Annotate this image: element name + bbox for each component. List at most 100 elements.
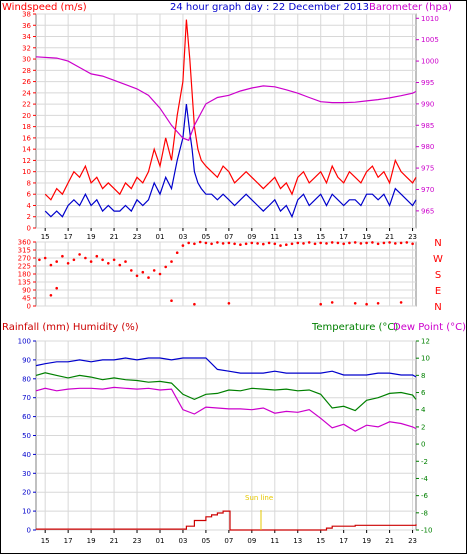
left-tick-label: 34 xyxy=(22,33,31,41)
left-tick-label: 100 xyxy=(18,338,31,346)
direction-point xyxy=(365,241,368,245)
direction-point xyxy=(55,260,58,263)
direction-point xyxy=(227,241,231,245)
panel-temp-left-ticks: 0 10 20 30 40 50 60 70 80 90 100 xyxy=(18,338,36,535)
direction-point xyxy=(262,242,265,246)
left-tick-label: 90 xyxy=(22,356,31,364)
direction-point xyxy=(84,256,87,260)
left-tick-label: 45 xyxy=(22,295,31,303)
barometer-axis-label: Barometer (hpa) xyxy=(369,2,452,13)
x-tick-label: 19 xyxy=(87,537,96,545)
compass-label: W xyxy=(433,254,443,265)
left-tick-label: 18 xyxy=(22,123,31,131)
right-tick-label: 12 xyxy=(421,338,430,346)
right-tick-label: 1005 xyxy=(421,36,439,44)
direction-point xyxy=(411,242,414,246)
x-tick-label: 21 xyxy=(385,537,394,545)
left-tick-label: 180 xyxy=(18,271,31,279)
x-tick-label: 13 xyxy=(293,537,302,545)
direction-point xyxy=(78,253,81,256)
direction-point xyxy=(49,263,53,267)
left-tick-label: 40 xyxy=(22,451,31,459)
left-tick-label: 0 xyxy=(27,225,31,233)
x-tick-label: 19 xyxy=(87,233,96,241)
direction-point xyxy=(279,244,282,247)
compass-label: N xyxy=(434,238,441,249)
x-tick-label: 11 xyxy=(270,233,279,241)
right-tick-label: 1010 xyxy=(421,15,439,23)
left-tick-label: 360 xyxy=(18,239,31,247)
right-tick-label: 0 xyxy=(421,441,425,449)
left-tick-label: 0 xyxy=(27,527,31,535)
direction-point xyxy=(399,241,403,245)
direction-point xyxy=(353,241,357,244)
direction-point xyxy=(193,242,196,246)
direction-point xyxy=(267,241,271,245)
direction-point xyxy=(175,251,179,254)
left-tick-label: 16 xyxy=(22,134,31,142)
x-tick-label: 03 xyxy=(178,233,187,241)
series-rainfall-line xyxy=(36,510,417,531)
x-tick-label: 13 xyxy=(293,233,302,241)
panel-wind-x-ticks: 15 17 19 21 23 01 03 05 07 09 11 13 15 17 19 21 23 xyxy=(41,228,417,241)
direction-point xyxy=(359,242,363,245)
right-tick-label: -8 xyxy=(421,509,428,517)
compass-label: E xyxy=(435,286,441,297)
right-tick-label: -10 xyxy=(421,527,432,535)
direction-point xyxy=(66,262,70,265)
x-tick-label: 21 xyxy=(110,537,119,545)
x-tick-label: 19 xyxy=(362,537,371,545)
x-tick-label: 15 xyxy=(316,233,325,241)
right-tick-label: 10 xyxy=(421,355,430,363)
left-tick-label: 8 xyxy=(27,179,31,187)
direction-point xyxy=(244,242,248,246)
series-temperature-line xyxy=(35,372,417,412)
x-tick-label: 19 xyxy=(362,233,371,241)
direction-point xyxy=(198,240,202,244)
direction-point xyxy=(61,254,64,258)
panel-temp-grid xyxy=(36,340,416,531)
left-tick-label: 12 xyxy=(22,157,31,165)
panel-temp-series xyxy=(35,357,417,531)
right-tick-label: 995 xyxy=(421,79,434,87)
direction-point xyxy=(250,241,254,245)
x-tick-label: 09 xyxy=(247,537,256,545)
direction-point xyxy=(376,242,380,246)
x-tick-label: 15 xyxy=(316,537,325,545)
left-tick-label: 24 xyxy=(22,89,31,97)
panel-wind-frame xyxy=(35,13,417,229)
x-tick-label: 07 xyxy=(224,233,233,241)
left-tick-label: 38 xyxy=(22,11,31,19)
direction-point xyxy=(296,241,300,245)
direction-point xyxy=(187,241,190,245)
direction-point xyxy=(164,265,167,269)
series-humidity-line xyxy=(35,357,417,378)
x-tick-label: 09 xyxy=(247,233,256,241)
x-tick-label: 05 xyxy=(201,233,210,241)
panel-direction-grid xyxy=(36,241,416,307)
temperature-axis-label: Temperature (°C) xyxy=(311,322,398,333)
direction-point xyxy=(365,302,368,306)
right-tick-label: 1000 xyxy=(421,58,439,66)
x-tick-label: 05 xyxy=(201,537,210,545)
direction-point xyxy=(353,302,357,305)
direction-point xyxy=(95,254,99,258)
direction-point xyxy=(330,241,334,244)
panel-temp-right-ticks: -10 -8 -6 -4 -2 0 2 4 6 8 10 12 xyxy=(416,338,432,535)
direction-point xyxy=(49,294,53,297)
right-tick-label: 975 xyxy=(421,165,434,173)
left-tick-label: 2 xyxy=(27,213,31,221)
direction-point xyxy=(43,256,47,260)
direction-point xyxy=(256,242,259,245)
x-tick-label: 07 xyxy=(224,537,233,545)
series-average-line xyxy=(44,104,417,219)
direction-point xyxy=(227,302,231,305)
direction-point xyxy=(118,263,122,267)
x-tick-label: 17 xyxy=(64,233,73,241)
direction-point xyxy=(382,241,386,245)
series-dew-point-line xyxy=(35,386,417,432)
direction-point xyxy=(273,242,277,246)
